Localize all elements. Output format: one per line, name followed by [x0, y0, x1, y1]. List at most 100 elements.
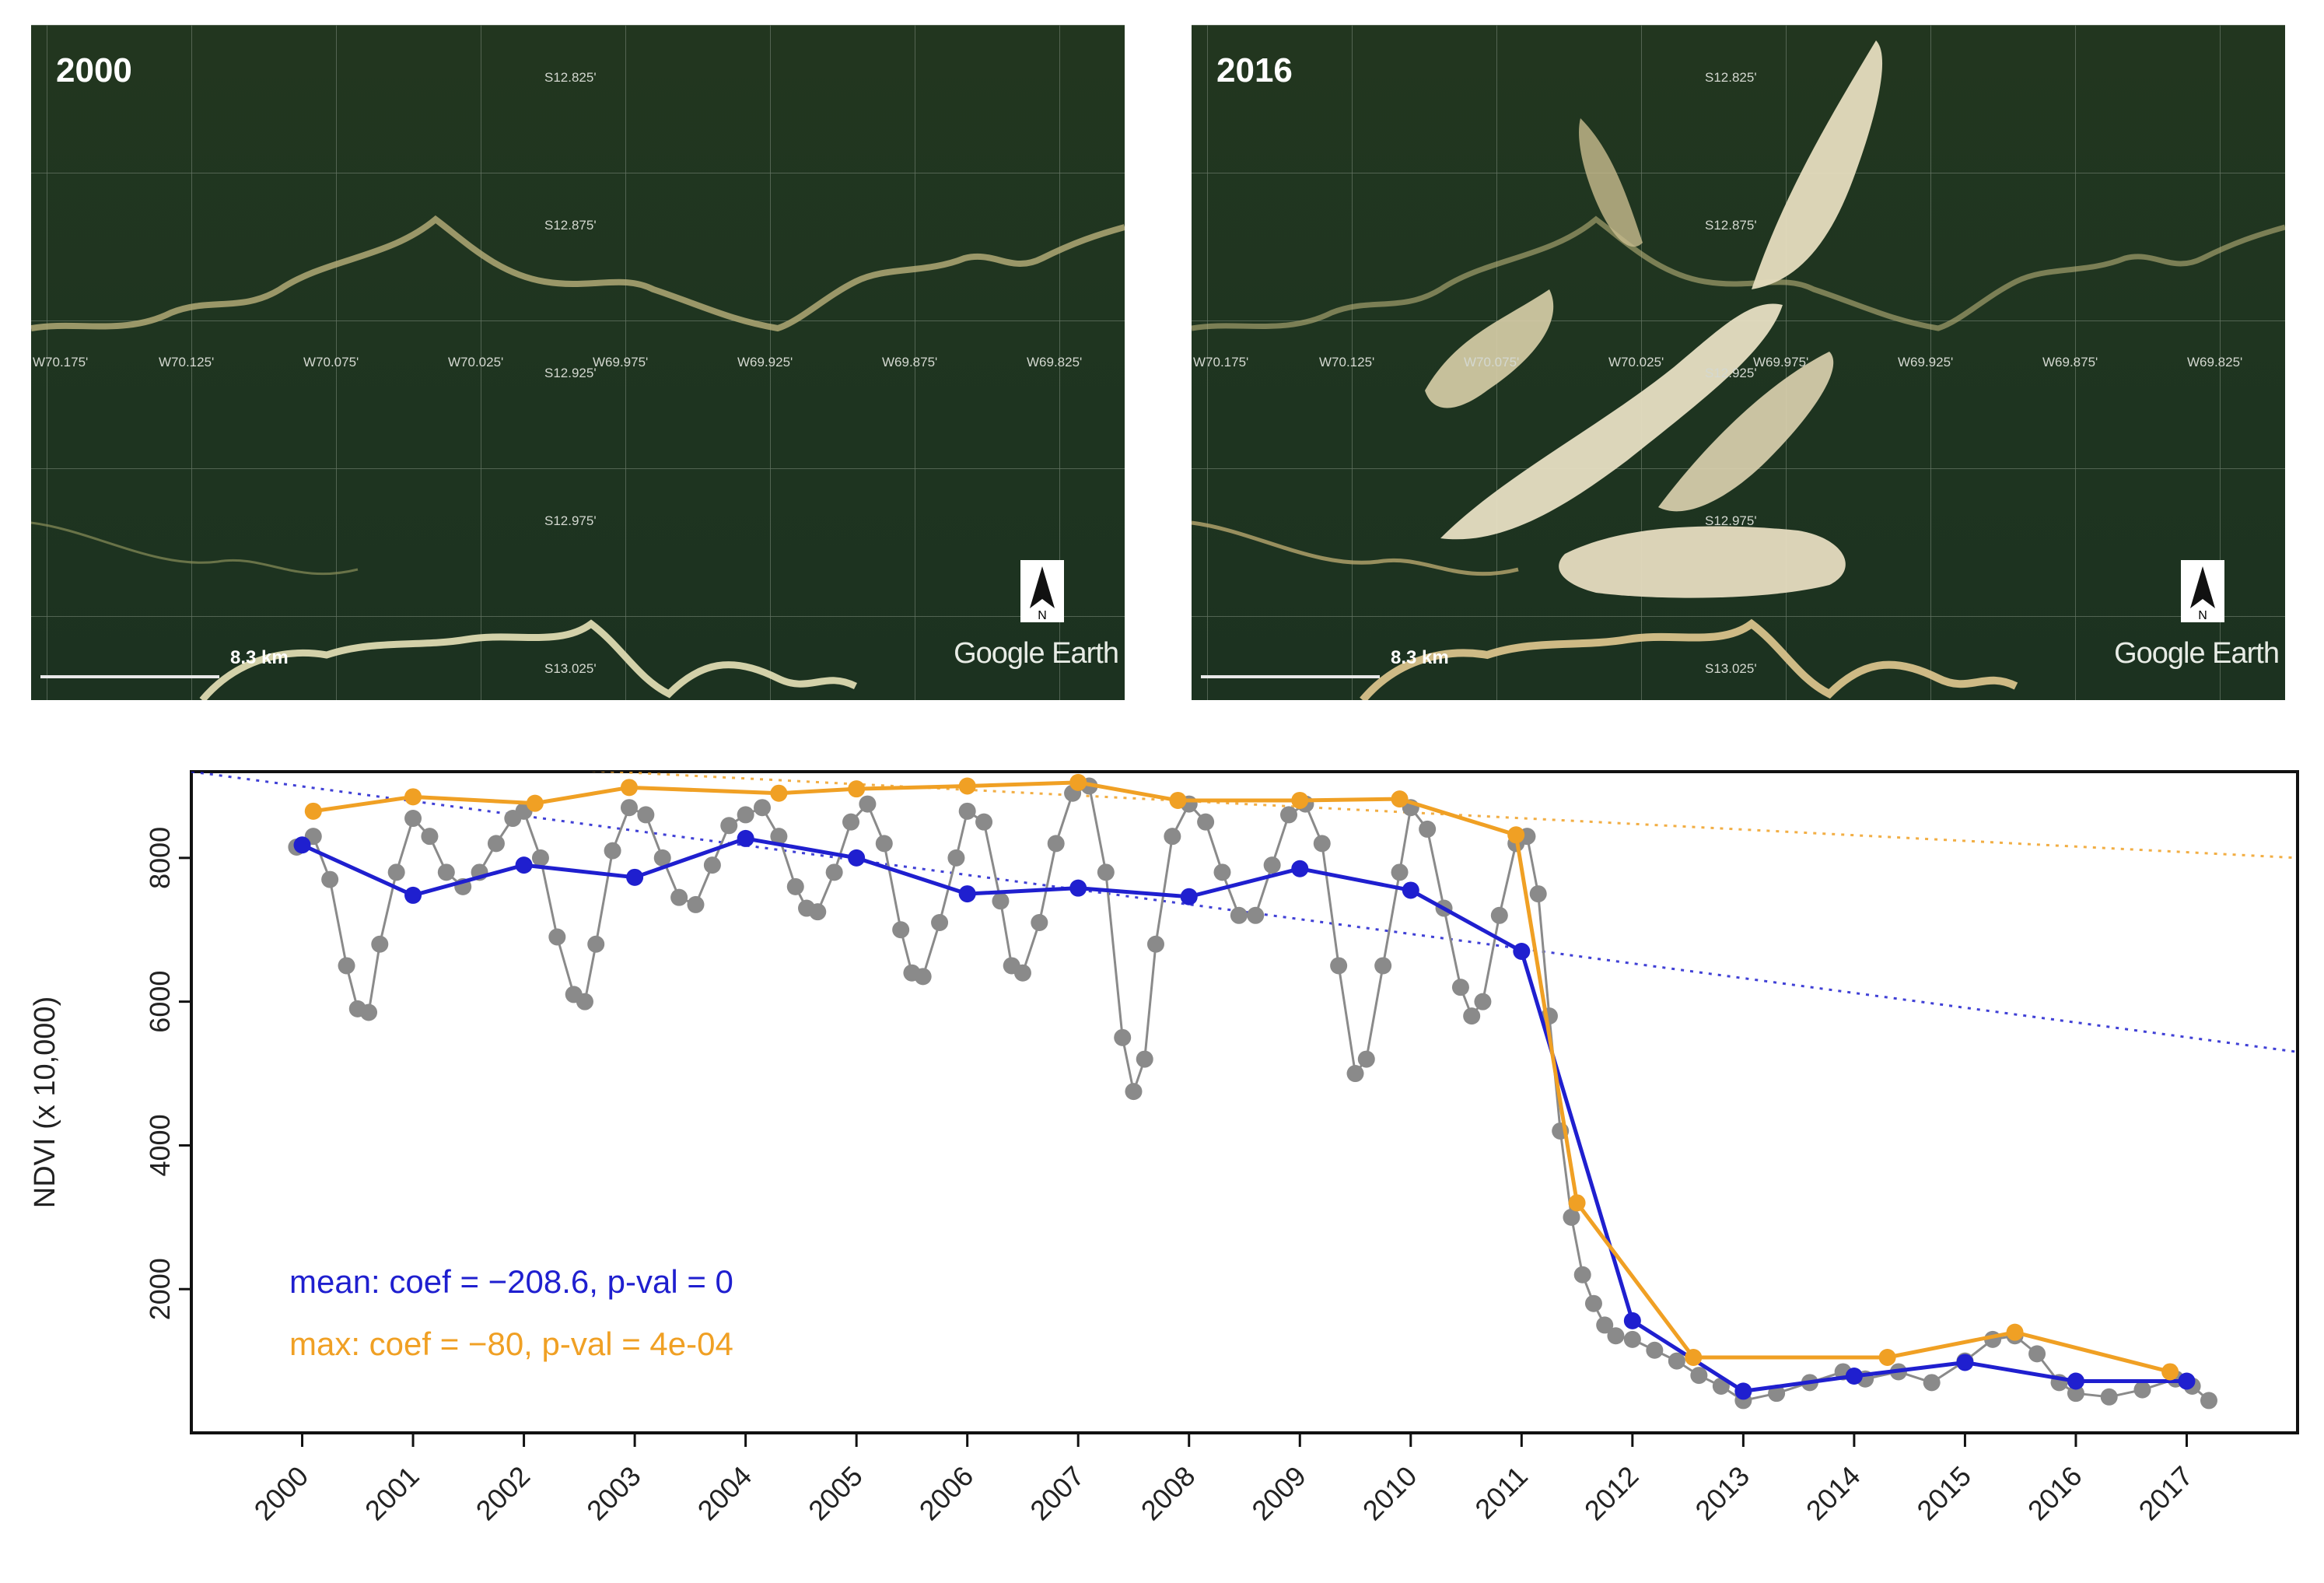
raw-point [1263, 856, 1281, 874]
raw-point [914, 968, 932, 986]
x-tick-label: 2010 [1356, 1460, 1423, 1527]
lat-label: S12.875' [1705, 218, 1757, 233]
raw-point [720, 817, 738, 835]
raw-point [2028, 1345, 2046, 1363]
raw-point [754, 799, 772, 817]
raw-point [1280, 806, 1298, 824]
mean-point [1069, 879, 1087, 897]
raw-point [875, 835, 893, 853]
lon-label: W69.825' [2187, 355, 2243, 369]
max-point [848, 780, 866, 798]
x-tick-label: 2012 [1578, 1460, 1645, 1527]
lat-label: S12.925' [1705, 366, 1757, 380]
raw-point [931, 914, 949, 932]
max-point [2006, 1323, 2024, 1341]
raw-point [338, 957, 355, 975]
raw-point [1114, 1028, 1132, 1046]
raw-point [1047, 835, 1065, 853]
max-point [404, 788, 422, 806]
google-earth-watermark: Google Earth [954, 637, 1119, 670]
raw-point [387, 863, 405, 881]
raw-point [1596, 1316, 1614, 1334]
raw-point [653, 849, 671, 867]
raw-point [770, 828, 788, 846]
raw-point [1346, 1065, 1364, 1083]
raw-point [1357, 1050, 1375, 1068]
raw-point [2133, 1381, 2151, 1399]
y-tick-label: 4000 [144, 1114, 176, 1176]
raw-point [1573, 1266, 1591, 1284]
raw-point [809, 903, 827, 921]
max-point [1391, 790, 1409, 808]
raw-point [687, 895, 705, 913]
x-tick-label: 2003 [580, 1460, 647, 1527]
raw-point [958, 802, 976, 820]
raw-point [1419, 820, 1437, 838]
raw-point [786, 877, 804, 895]
lat-label: S13.025' [544, 661, 597, 676]
raw-point [703, 856, 721, 874]
raw-point [2100, 1388, 2118, 1406]
raw-point [2067, 1385, 2084, 1403]
raw-point [1474, 993, 1492, 1010]
mean-point [404, 886, 422, 904]
x-tick-label: 2006 [913, 1460, 980, 1527]
max-point [1568, 1194, 1586, 1212]
north-arrow-icon: N [2181, 560, 2224, 622]
mean-point [293, 836, 311, 854]
mean-point [737, 829, 754, 847]
x-tick-label: 2002 [470, 1460, 537, 1527]
year-label: 2000 [56, 51, 132, 89]
y-axis-label: NDVI (x 10,000) [29, 996, 61, 1208]
mean-point [1180, 888, 1198, 905]
lon-label: W69.825' [1027, 355, 1083, 369]
y-tick-label: 8000 [144, 827, 176, 889]
max-point [304, 802, 322, 820]
x-tick-label: 2013 [1689, 1460, 1755, 1527]
raw-point [842, 813, 860, 831]
max-point [1685, 1348, 1703, 1366]
mean-point [848, 849, 866, 867]
satellite-image-2016 [1192, 25, 2285, 700]
mean-point [1623, 1312, 1641, 1329]
scale-label: 8.3 km [230, 647, 289, 668]
compass-letter: N [2198, 609, 2207, 622]
lon-label: W69.975' [593, 355, 649, 369]
lon-label: W70.175' [1193, 355, 1249, 369]
mean-point [1845, 1368, 1863, 1385]
raw-point [992, 892, 1010, 910]
raw-point [1230, 906, 1248, 924]
lon-label: W70.125' [1319, 355, 1375, 369]
mean-point [1956, 1354, 1974, 1371]
max-point [1878, 1348, 1896, 1366]
raw-point [1623, 1330, 1641, 1348]
raw-point [548, 928, 566, 946]
lat-label: S12.975' [1705, 513, 1757, 528]
raw-point [1164, 828, 1181, 846]
lon-label: W69.875' [882, 355, 938, 369]
max-point [2161, 1363, 2179, 1381]
raw-point [1563, 1208, 1580, 1226]
lat-label: S12.875' [544, 218, 597, 233]
raw-point [1668, 1352, 1685, 1370]
ndvi-chart: 2000 4000 6000 8000 NDVI (x 10,000) 2000 2001 2… [29, 770, 2299, 1527]
mean-point [626, 868, 644, 886]
x-tick-label: 2016 [2021, 1460, 2088, 1527]
raw-point [1136, 1050, 1153, 1068]
raw-point [975, 813, 993, 831]
year-label: 2016 [1216, 51, 1293, 89]
y-tick-label: 6000 [144, 971, 176, 1033]
lon-label: W70.075' [303, 355, 359, 369]
lon-label: W70.125' [159, 355, 215, 369]
max-trend-line [590, 772, 2298, 860]
x-tick-label: 2007 [1024, 1460, 1090, 1527]
compass-letter: N [1038, 609, 1047, 622]
raw-point [576, 993, 593, 1010]
raw-point [670, 888, 688, 906]
raw-point [1197, 813, 1215, 831]
max-point [1169, 791, 1187, 809]
lon-label: W70.025' [1608, 355, 1664, 369]
raw-point [1247, 906, 1265, 924]
raw-point [531, 849, 549, 867]
raw-point [637, 806, 655, 824]
